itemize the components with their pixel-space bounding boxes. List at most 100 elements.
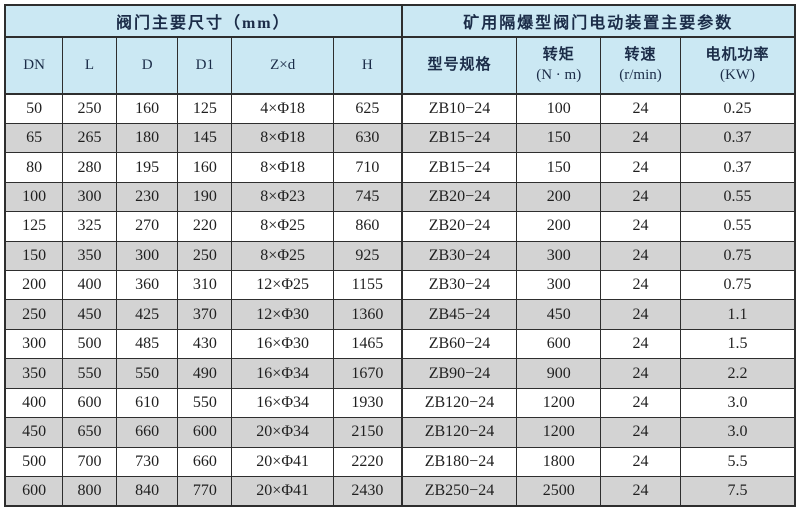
cell-h: 925 bbox=[333, 240, 403, 272]
column-header-unit: (N · m) bbox=[536, 66, 582, 83]
cell-power: 0.55 bbox=[679, 181, 796, 213]
cell-dn: 200 bbox=[4, 270, 64, 301]
cell-d: 360 bbox=[115, 270, 179, 301]
cell-h: 1670 bbox=[333, 358, 403, 389]
table-row: 600 800 840 770 20×Φ41 2430 ZB250−24 2500 24 7.5 bbox=[4, 475, 796, 507]
cell-l: 265 bbox=[62, 122, 117, 154]
cell-h: 625 bbox=[333, 93, 403, 124]
table-row: 250 450 425 370 12×Φ30 1360 ZB45−24 450 24 1.1 bbox=[4, 299, 796, 330]
cell-speed: 24 bbox=[600, 328, 681, 360]
cell-torque: 1200 bbox=[516, 387, 602, 419]
cell-l: 650 bbox=[62, 417, 117, 448]
cell-zxd: 20×Φ34 bbox=[231, 417, 335, 448]
cell-power: 0.55 bbox=[679, 211, 796, 242]
cell-l: 500 bbox=[62, 328, 117, 360]
cell-torque: 2500 bbox=[516, 475, 602, 507]
cell-zxd: 8×Φ25 bbox=[231, 240, 335, 272]
column-header-unit: (r/min) bbox=[619, 66, 662, 83]
cell-h: 1155 bbox=[333, 270, 403, 301]
cell-torque: 300 bbox=[516, 240, 602, 272]
column-header-label: DN bbox=[23, 56, 45, 73]
cell-torque: 100 bbox=[516, 93, 602, 124]
cell-d1: 310 bbox=[177, 270, 233, 301]
cell-l: 250 bbox=[62, 93, 117, 124]
cell-power: 5.5 bbox=[679, 446, 796, 477]
table-row: 65 265 180 145 8×Φ18 630 ZB15−24 150 24 0.37 bbox=[4, 122, 796, 154]
cell-d1: 125 bbox=[177, 93, 233, 124]
cell-d1: 550 bbox=[177, 387, 233, 419]
cell-power: 1.1 bbox=[679, 299, 796, 330]
cell-zxd: 12×Φ25 bbox=[231, 270, 335, 301]
cell-model: ZB180−24 bbox=[400, 446, 518, 477]
cell-zxd: 4×Φ18 bbox=[231, 93, 335, 124]
cell-h: 745 bbox=[333, 181, 403, 213]
cell-dn: 100 bbox=[4, 181, 64, 213]
cell-speed: 24 bbox=[600, 358, 681, 389]
table-body: 50 250 160 125 4×Φ18 625 ZB10−24 100 24 0.25 65 265… bbox=[4, 93, 796, 507]
cell-zxd: 12×Φ30 bbox=[231, 299, 335, 330]
cell-speed: 24 bbox=[600, 417, 681, 448]
table-row: 125 325 270 220 8×Φ25 860 ZB20−24 200 24 0.55 bbox=[4, 211, 796, 242]
cell-torque: 600 bbox=[516, 328, 602, 360]
cell-speed: 24 bbox=[600, 299, 681, 330]
cell-torque: 1200 bbox=[516, 417, 602, 448]
cell-d: 180 bbox=[115, 122, 179, 154]
cell-zxd: 16×Φ34 bbox=[231, 358, 335, 389]
table-row: 500 700 730 660 20×Φ41 2220 ZB180−24 1800 24 5.5 bbox=[4, 446, 796, 477]
column-header-label: 电机功率 bbox=[705, 47, 770, 63]
column-header-label: 转速 bbox=[624, 47, 657, 63]
cell-dn: 450 bbox=[4, 417, 64, 448]
cell-zxd: 16×Φ30 bbox=[231, 328, 335, 360]
cell-d: 230 bbox=[115, 181, 179, 213]
cell-power: 0.37 bbox=[679, 152, 796, 183]
cell-model: ZB30−24 bbox=[400, 270, 518, 301]
cell-d: 550 bbox=[115, 358, 179, 389]
cell-model: ZB120−24 bbox=[400, 417, 518, 448]
cell-l: 450 bbox=[62, 299, 117, 330]
cell-speed: 24 bbox=[600, 152, 681, 183]
table-row: 50 250 160 125 4×Φ18 625 ZB10−24 100 24 0.25 bbox=[4, 93, 796, 124]
cell-power: 0.25 bbox=[679, 93, 796, 124]
cell-torque: 300 bbox=[516, 270, 602, 301]
column-header-speed: 转速 (r/min) bbox=[600, 36, 681, 95]
cell-h: 2430 bbox=[333, 475, 403, 507]
cell-speed: 24 bbox=[600, 387, 681, 419]
cell-power: 7.5 bbox=[679, 475, 796, 507]
cell-dn: 400 bbox=[4, 387, 64, 419]
cell-model: ZB20−24 bbox=[400, 181, 518, 213]
cell-model: ZB250−24 bbox=[400, 475, 518, 507]
table-row: 300 500 485 430 16×Φ30 1465 ZB60−24 600 24 1.5 bbox=[4, 328, 796, 360]
column-header-label: 型号规格 bbox=[427, 56, 492, 73]
cell-dn: 50 bbox=[4, 93, 64, 124]
cell-speed: 24 bbox=[600, 181, 681, 213]
cell-l: 350 bbox=[62, 240, 117, 272]
column-header-zxd: Z×d bbox=[231, 36, 335, 95]
cell-speed: 24 bbox=[600, 475, 681, 507]
column-header-power: 电机功率 (KW) bbox=[679, 36, 796, 95]
cell-model: ZB60−24 bbox=[400, 328, 518, 360]
cell-speed: 24 bbox=[600, 211, 681, 242]
cell-dn: 600 bbox=[4, 475, 64, 507]
cell-torque: 1800 bbox=[516, 446, 602, 477]
cell-d1: 190 bbox=[177, 181, 233, 213]
cell-d1: 430 bbox=[177, 328, 233, 360]
cell-d: 160 bbox=[115, 93, 179, 124]
column-header-label: H bbox=[361, 56, 373, 73]
cell-dn: 350 bbox=[4, 358, 64, 389]
group-header-actuator-params: 矿用隔爆型阀门电动装置主要参数 bbox=[400, 4, 796, 38]
cell-l: 300 bbox=[62, 181, 117, 213]
cell-torque: 450 bbox=[516, 299, 602, 330]
cell-power: 1.5 bbox=[679, 328, 796, 360]
column-header-dn: DN bbox=[4, 36, 64, 95]
cell-model: ZB45−24 bbox=[400, 299, 518, 330]
table-row: 150 350 300 250 8×Φ25 925 ZB30−24 300 24 0.75 bbox=[4, 240, 796, 272]
cell-d1: 145 bbox=[177, 122, 233, 154]
cell-zxd: 8×Φ23 bbox=[231, 181, 335, 213]
table-row: 200 400 360 310 12×Φ25 1155 ZB30−24 300 24 0.75 bbox=[4, 270, 796, 301]
cell-d1: 160 bbox=[177, 152, 233, 183]
cell-torque: 150 bbox=[516, 152, 602, 183]
column-header-row: DN L D D1 Z×d H 型号规格 转矩 (N · m) 转速 (r/min) 电机功率 (KW) bbox=[4, 36, 796, 95]
cell-model: ZB15−24 bbox=[400, 122, 518, 154]
column-header-model: 型号规格 bbox=[400, 36, 518, 95]
valve-spec-table: 阀门主要尺寸（mm） 矿用隔爆型阀门电动装置主要参数 DN L D D1 Z×d H 型号规… bbox=[4, 4, 796, 507]
